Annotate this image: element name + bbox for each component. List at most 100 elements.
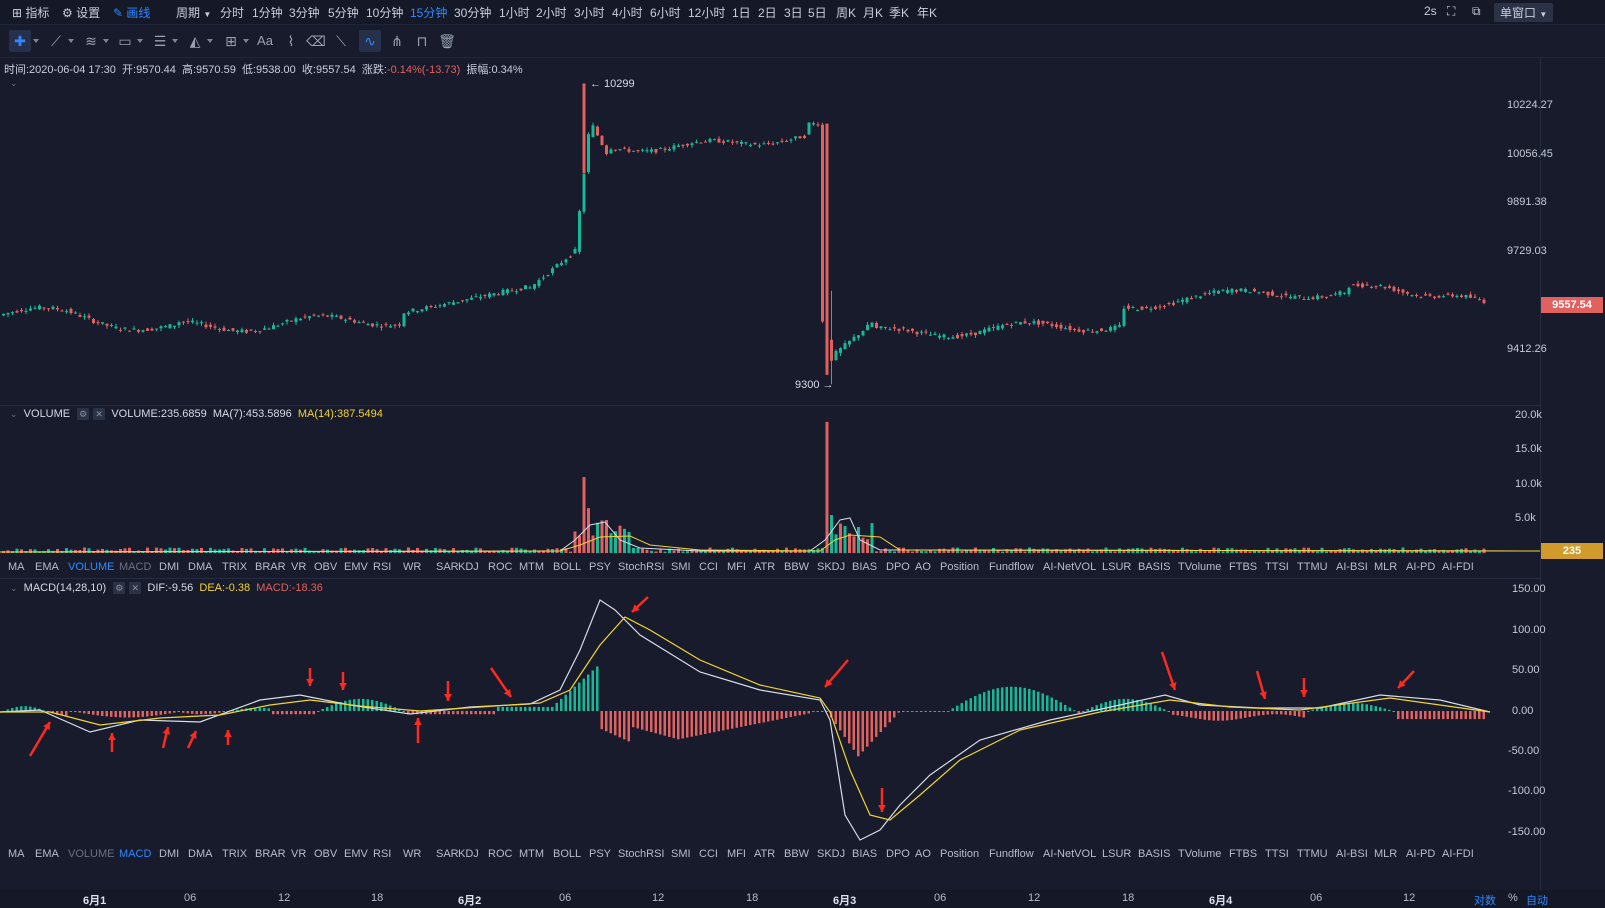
chevron-down-icon[interactable] [103, 39, 109, 43]
period-1[interactable]: 1分钟 [252, 6, 283, 20]
chevron-down-icon[interactable] [68, 39, 74, 43]
tab-ttsi[interactable]: TTSI [1265, 561, 1289, 573]
tab-ttmu[interactable]: TTMU [1297, 848, 1328, 860]
tab-smi[interactable]: SMI [671, 561, 691, 573]
tab-position[interactable]: Position [940, 848, 980, 860]
tab-macd[interactable]: MACD [119, 561, 152, 573]
pane-divider[interactable] [0, 405, 1540, 406]
pattern-icon[interactable]: ◭ [189, 33, 201, 49]
tab-boll[interactable]: BOLL [553, 561, 582, 573]
tab-ai-fdi[interactable]: AI-FDI [1442, 848, 1474, 860]
tab-ai-netvol[interactable]: AI-NetVOL [1043, 848, 1097, 860]
period-5[interactable]: 15分钟 [410, 6, 448, 20]
tab-ma[interactable]: MA [8, 561, 25, 573]
tab-sar[interactable]: SAR [436, 848, 459, 860]
tab-mfi[interactable]: MFI [727, 561, 746, 573]
tab-macd[interactable]: MACD [119, 848, 152, 860]
period-12[interactable]: 12小时 [688, 6, 726, 20]
tab-emv[interactable]: EMV [344, 848, 368, 860]
period-0[interactable]: 分时 [220, 6, 245, 20]
tab-dma[interactable]: DMA [188, 561, 213, 573]
close-icon[interactable]: ✕ [129, 582, 142, 595]
tab-wr[interactable]: WR [403, 561, 422, 573]
tab-mlr[interactable]: MLR [1374, 561, 1398, 573]
tab-atr[interactable]: ATR [754, 848, 776, 860]
tab-basis[interactable]: BASIS [1138, 848, 1171, 860]
settings-icon[interactable]: ⚙ [77, 408, 90, 421]
tab-ai-pd[interactable]: AI-PD [1406, 848, 1436, 860]
tab-roc[interactable]: ROC [488, 848, 513, 860]
tab-smi[interactable]: SMI [671, 848, 691, 860]
tab-ema[interactable]: EMA [35, 848, 59, 860]
tab-mtm[interactable]: MTM [519, 848, 545, 860]
tab-rsi[interactable]: RSI [373, 561, 392, 573]
tab-trix[interactable]: TRIX [222, 848, 248, 860]
tab-mfi[interactable]: MFI [727, 848, 746, 860]
chevron-down-icon[interactable] [207, 39, 213, 43]
settings-icon[interactable]: ⚙ [113, 582, 126, 595]
tab-obv[interactable]: OBV [314, 561, 338, 573]
tab-ttsi[interactable]: TTSI [1265, 848, 1289, 860]
eraser-icon[interactable]: ⌫ [306, 33, 326, 49]
chevron-down-icon[interactable] [33, 39, 39, 43]
period-13[interactable]: 1日 [732, 6, 751, 20]
tab-bbw[interactable]: BBW [784, 561, 810, 573]
tab-ma[interactable]: MA [8, 848, 25, 860]
tab-position[interactable]: Position [940, 561, 980, 573]
tab-vr[interactable]: VR [291, 848, 307, 860]
window-mode-select[interactable]: 单窗口 ▼ [1494, 3, 1554, 22]
chevron-down-icon[interactable]: ⌄ [10, 409, 18, 419]
period-3[interactable]: 5分钟 [328, 6, 359, 20]
crosshair-icon[interactable]: ✚ [9, 30, 31, 52]
tab-stochrsi[interactable]: StochRSI [618, 561, 665, 573]
rectangle-icon[interactable]: ▭ [118, 33, 132, 49]
tab-ema[interactable]: EMA [35, 561, 59, 573]
time-axis[interactable]: 6月1 06 12 18 6月2 06 12 18 6月3 06 12 18 6月4 06 12 对数 % … [0, 890, 1605, 908]
settings-button[interactable]: ⚙ 设置 [62, 6, 101, 20]
brush-icon[interactable]: ⌇ [287, 33, 295, 49]
refresh-interval[interactable]: 2s [1424, 4, 1437, 18]
tab-ai-fdi[interactable]: AI-FDI [1442, 561, 1474, 573]
tab-ai-bsi[interactable]: AI-BSI [1336, 848, 1368, 860]
tab-ai-bsi[interactable]: AI-BSI [1336, 561, 1368, 573]
tab-tvolume[interactable]: TVolume [1178, 561, 1222, 573]
tab-bbw[interactable]: BBW [784, 848, 810, 860]
period-11[interactable]: 6小时 [650, 6, 681, 20]
tab-psy[interactable]: PSY [589, 848, 612, 860]
tab-vr[interactable]: VR [291, 561, 307, 573]
tab-stochrsi[interactable]: StochRSI [618, 848, 665, 860]
tab-roc[interactable]: ROC [488, 561, 513, 573]
period-2[interactable]: 3分钟 [289, 6, 320, 20]
chevron-down-icon[interactable] [137, 39, 143, 43]
measure-icon[interactable]: ⊞ [225, 33, 237, 49]
fib-icon[interactable]: ≋ [85, 33, 97, 49]
fullscreen-icon[interactable]: ⛶ [1447, 4, 1456, 18]
auto-scale-toggle[interactable]: 自动 [1526, 895, 1548, 907]
tab-basis[interactable]: BASIS [1138, 561, 1171, 573]
draw-button[interactable]: ✎ 画线 [113, 6, 151, 20]
tab-wr[interactable]: WR [403, 848, 422, 860]
tab-fundflow[interactable]: Fundflow [989, 848, 1034, 860]
chevron-down-icon[interactable]: ⌄ [10, 78, 18, 88]
period-7[interactable]: 1小时 [499, 6, 530, 20]
tab-obv[interactable]: OBV [314, 848, 338, 860]
tab-boll[interactable]: BOLL [553, 848, 582, 860]
period-16[interactable]: 5日 [808, 6, 827, 20]
period-14[interactable]: 2日 [758, 6, 777, 20]
tab-bias[interactable]: BIAS [852, 848, 878, 860]
tab-kdj[interactable]: KDJ [458, 848, 479, 860]
tab-dmi[interactable]: DMI [159, 848, 180, 860]
tab-rsi[interactable]: RSI [373, 848, 392, 860]
tab-trix[interactable]: TRIX [222, 561, 248, 573]
tab-cci[interactable]: CCI [699, 561, 718, 573]
price-axis[interactable] [1540, 57, 1605, 908]
tab-atr[interactable]: ATR [754, 561, 776, 573]
tab-brar[interactable]: BRAR [255, 848, 286, 860]
period-dropdown[interactable]: 周期 ▼ [176, 6, 212, 20]
chevron-down-icon[interactable] [243, 39, 249, 43]
tab-dmi[interactable]: DMI [159, 561, 180, 573]
tab-ai-pd[interactable]: AI-PD [1406, 561, 1436, 573]
screenshot-icon[interactable]: ⧉ [1472, 4, 1481, 18]
lines-icon[interactable]: ☰ [153, 33, 167, 49]
percent-toggle[interactable]: % [1508, 892, 1518, 904]
